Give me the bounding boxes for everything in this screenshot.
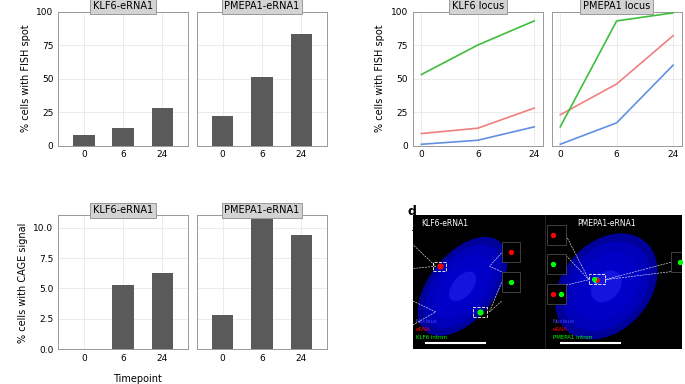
Y-axis label: % cells with CAGE signal: % cells with CAGE signal	[18, 222, 27, 343]
Ellipse shape	[449, 271, 476, 301]
Text: d: d	[408, 205, 416, 218]
Ellipse shape	[418, 237, 508, 336]
Title: PMEPA1-eRNA1: PMEPA1-eRNA1	[225, 205, 299, 215]
Bar	[589, 274, 605, 284]
Text: Nucleus: Nucleus	[416, 319, 438, 324]
Ellipse shape	[445, 266, 481, 306]
Text: Nucleus: Nucleus	[553, 319, 575, 324]
Bar	[501, 242, 521, 262]
Point	[547, 232, 558, 238]
Text: PMEPA1-eRNA1: PMEPA1-eRNA1	[577, 219, 636, 228]
Point	[475, 309, 486, 315]
Text: Timepoint: Timepoint	[112, 374, 162, 384]
Point	[591, 277, 602, 283]
Bar	[547, 225, 566, 245]
Ellipse shape	[586, 265, 627, 308]
Text: KLF6-eRNA1: KLF6-eRNA1	[422, 219, 469, 228]
Ellipse shape	[555, 233, 658, 339]
Text: eRNA: eRNA	[553, 327, 568, 332]
Point	[389, 265, 400, 271]
Bar	[251, 219, 273, 349]
Bar	[73, 135, 95, 146]
Point	[589, 276, 600, 282]
Bar	[388, 288, 408, 308]
Bar	[388, 229, 408, 249]
Point	[396, 236, 407, 242]
Bar	[547, 254, 566, 274]
Title: PMEPA1 locus: PMEPA1 locus	[583, 2, 650, 12]
Ellipse shape	[434, 254, 492, 319]
Text: Timepoint: Timepoint	[410, 230, 460, 240]
Point	[389, 295, 400, 301]
Bar	[501, 271, 521, 292]
Bar	[671, 252, 685, 271]
Ellipse shape	[425, 244, 501, 328]
Title: PMEPA1-eRNA1: PMEPA1-eRNA1	[225, 2, 299, 12]
Bar	[547, 284, 566, 304]
Point	[506, 249, 516, 255]
Point	[547, 261, 558, 267]
Point	[506, 279, 516, 285]
Title: KLF6 locus: KLF6 locus	[451, 2, 504, 12]
Point	[389, 236, 400, 242]
Bar	[112, 285, 134, 349]
Bar	[290, 34, 312, 146]
Point	[555, 291, 566, 297]
Ellipse shape	[573, 252, 640, 321]
Bar	[212, 116, 234, 146]
Bar	[290, 235, 312, 349]
Y-axis label: % cells with FISH spot: % cells with FISH spot	[21, 25, 31, 132]
Title: KLF6-eRNA1: KLF6-eRNA1	[93, 2, 153, 12]
Point	[590, 276, 601, 283]
Bar	[473, 307, 487, 316]
Bar	[388, 258, 408, 278]
Bar	[251, 77, 273, 146]
Bar	[212, 315, 234, 349]
Text: KLF6 intron: KLF6 intron	[416, 335, 447, 340]
Bar	[151, 108, 173, 146]
Bar	[433, 262, 447, 271]
Title: KLF6-eRNA1: KLF6-eRNA1	[93, 205, 153, 215]
Point	[675, 258, 685, 265]
Text: PMEPA1 intron: PMEPA1 intron	[553, 335, 592, 340]
Ellipse shape	[591, 270, 622, 302]
Point	[434, 263, 445, 269]
Point	[547, 291, 558, 297]
Bar	[112, 128, 134, 146]
Text: eRNA: eRNA	[416, 327, 431, 332]
Ellipse shape	[563, 242, 650, 331]
Y-axis label: % cells with FISH spot: % cells with FISH spot	[375, 25, 385, 132]
Bar	[151, 273, 173, 349]
